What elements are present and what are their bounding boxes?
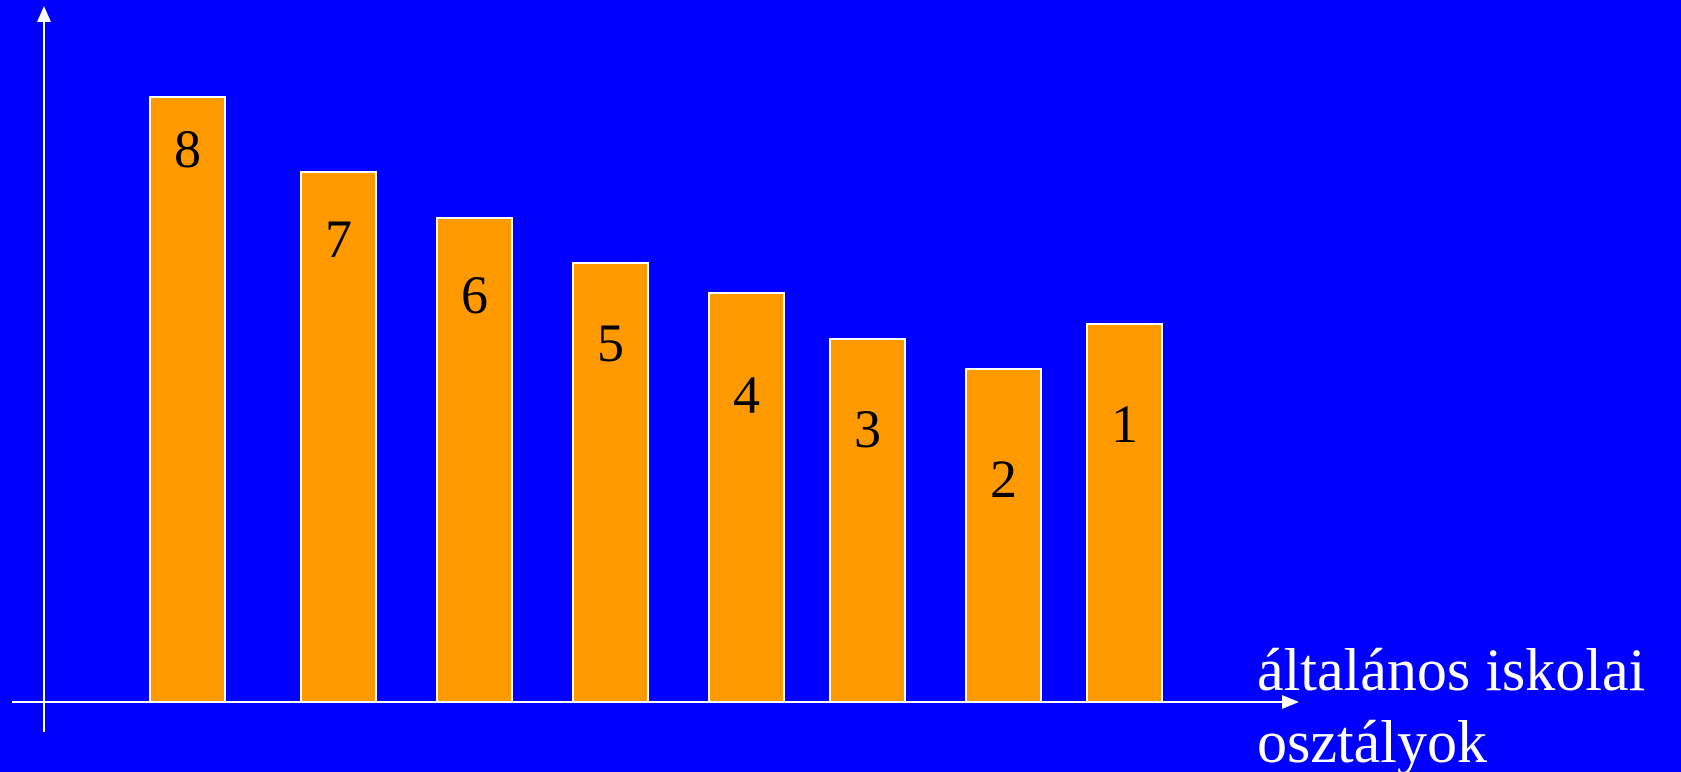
bars-group xyxy=(149,96,1163,703)
x-axis-arrow-icon xyxy=(1282,695,1299,709)
bar-label-4: 4 xyxy=(733,365,760,425)
bar-label-3: 3 xyxy=(854,399,881,459)
x-axis-label-line-2: osztályok xyxy=(1257,709,1487,772)
bar-4 xyxy=(708,292,785,703)
bar-label-2: 2 xyxy=(990,449,1017,509)
bar-6 xyxy=(436,217,513,703)
x-axis-label-line-1: általános iskolai xyxy=(1257,637,1645,703)
bar-2 xyxy=(965,368,1042,703)
bar-label-8: 8 xyxy=(174,119,201,179)
bar-label-6: 6 xyxy=(461,265,488,325)
bar-label-5: 5 xyxy=(597,313,624,373)
bar-1 xyxy=(1086,323,1163,703)
bar-labels-group: 8 7 6 5 4 3 2 1 xyxy=(174,119,1138,509)
bar-label-1: 1 xyxy=(1111,394,1138,454)
bar-3 xyxy=(829,338,906,703)
bar-label-7: 7 xyxy=(325,209,352,269)
bar-5 xyxy=(572,262,649,703)
bar-8 xyxy=(149,96,226,703)
bar-7 xyxy=(300,171,377,703)
y-axis-arrow-icon xyxy=(37,6,51,22)
